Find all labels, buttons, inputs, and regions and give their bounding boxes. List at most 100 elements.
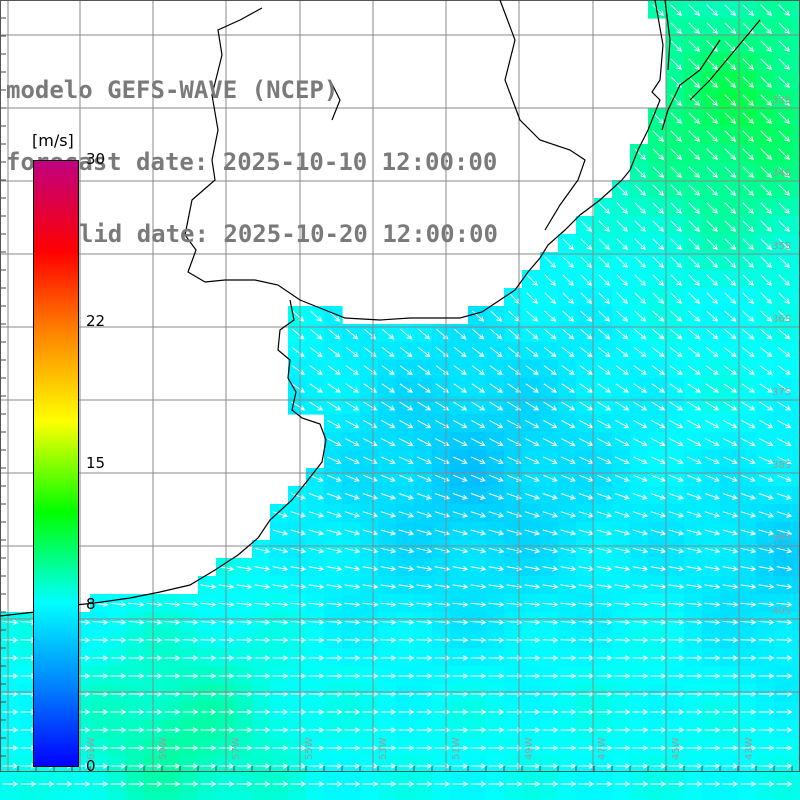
wind-arrow (670, 256, 683, 269)
wind-arrow (706, 22, 719, 35)
wind-arrow (399, 419, 414, 429)
wind-speed-cell (540, 684, 559, 703)
wind-arrow (668, 493, 685, 500)
wind-speed-cell (450, 612, 469, 631)
wind-arrow (615, 365, 629, 376)
wind-arrow (668, 727, 685, 733)
wind-speed-cell (414, 540, 433, 559)
wind-arrow (2, 673, 19, 679)
wind-speed-cell (306, 720, 325, 739)
wind-arrow (200, 601, 217, 608)
wind-arrow (398, 511, 415, 518)
wind-speed-cell (450, 648, 469, 667)
wind-arrow (688, 274, 701, 287)
wind-arrow (650, 456, 666, 464)
wind-arrow (200, 745, 217, 751)
wind-arrow (326, 673, 343, 679)
wind-arrow (362, 493, 379, 500)
wind-arrow (524, 745, 541, 751)
wind-arrow (614, 529, 631, 536)
wind-arrow (652, 310, 665, 322)
latitude-label: 39S (772, 533, 791, 544)
wind-speed-cell (396, 612, 415, 631)
wind-speed-cell (0, 738, 19, 757)
wind-arrow (670, 220, 683, 233)
wind-arrow (632, 619, 649, 626)
wind-arrow (128, 619, 145, 626)
wind-arrow (290, 601, 307, 608)
wind-speed-cell (486, 738, 505, 757)
wind-speed-cell (90, 630, 109, 649)
wind-arrow (740, 673, 757, 679)
wind-speed-cell (648, 558, 667, 577)
wind-arrow (742, 4, 755, 17)
wind-speed-cell (378, 756, 397, 775)
wind-speed-cell (648, 702, 667, 721)
wind-speed-cell (0, 774, 19, 793)
wind-arrow (724, 22, 737, 35)
wind-arrow (652, 130, 665, 143)
wind-speed-cell (450, 594, 469, 613)
wind-arrow (470, 673, 487, 679)
wind-speed-cell (738, 738, 757, 757)
wind-speed-cell (324, 558, 343, 577)
wind-arrow (596, 619, 613, 626)
wind-speed-cell (792, 666, 800, 685)
wind-arrow (182, 781, 199, 787)
wind-arrow (326, 709, 343, 715)
wind-speed-cell (360, 720, 379, 739)
wind-speed-cell (306, 792, 325, 800)
wind-arrow (598, 274, 611, 287)
wind-arrow (291, 383, 306, 393)
wind-speed-cell (396, 540, 415, 559)
wind-arrow (778, 166, 791, 179)
wind-speed-cell (792, 270, 800, 289)
wind-speed-cell (612, 666, 631, 685)
wind-arrow (704, 511, 721, 518)
wind-arrow (92, 673, 109, 679)
wind-speed-cell (396, 576, 415, 595)
wind-arrow (200, 781, 217, 787)
wind-arrow (650, 474, 666, 482)
wind-arrow (740, 474, 756, 482)
wind-speed-cell (738, 666, 757, 685)
wind-speed-cell (756, 612, 775, 631)
wind-arrow (776, 781, 793, 787)
wind-arrow (416, 474, 432, 482)
wind-arrow (308, 655, 325, 661)
wind-arrow (489, 438, 504, 446)
wind-speed-cell (540, 720, 559, 739)
wind-arrow (110, 637, 127, 643)
wind-arrow (561, 365, 575, 376)
wind-arrow (632, 673, 649, 679)
wind-speed-cell (792, 306, 800, 325)
wind-speed-cell (126, 594, 145, 613)
wind-arrow (470, 745, 487, 751)
wind-arrow (759, 347, 773, 358)
wind-arrow (561, 401, 576, 411)
wind-arrow (470, 493, 487, 500)
wind-arrow (542, 619, 559, 626)
wind-arrow (326, 547, 343, 554)
wind-arrow (705, 383, 720, 393)
wind-arrow (688, 76, 701, 89)
wind-speed-cell (414, 666, 433, 685)
wind-arrow (398, 529, 415, 536)
wind-arrow (272, 655, 289, 661)
wind-arrow (398, 456, 414, 464)
wind-speed-cell (468, 648, 487, 667)
wind-arrow (398, 781, 415, 787)
wind-arrow (616, 202, 629, 215)
wind-arrow (760, 4, 773, 17)
wind-speed-cell (198, 756, 217, 775)
wind-arrow (596, 745, 613, 751)
wind-speed-cell (504, 684, 523, 703)
wind-arrow (596, 511, 613, 518)
wind-arrow (778, 292, 791, 305)
wind-speed-cell (144, 774, 163, 793)
wind-speed-cell (234, 720, 253, 739)
wind-arrow (164, 601, 181, 608)
wind-speed-cell (792, 108, 800, 127)
wind-speed-cell (180, 702, 199, 721)
wind-arrow (579, 383, 594, 393)
